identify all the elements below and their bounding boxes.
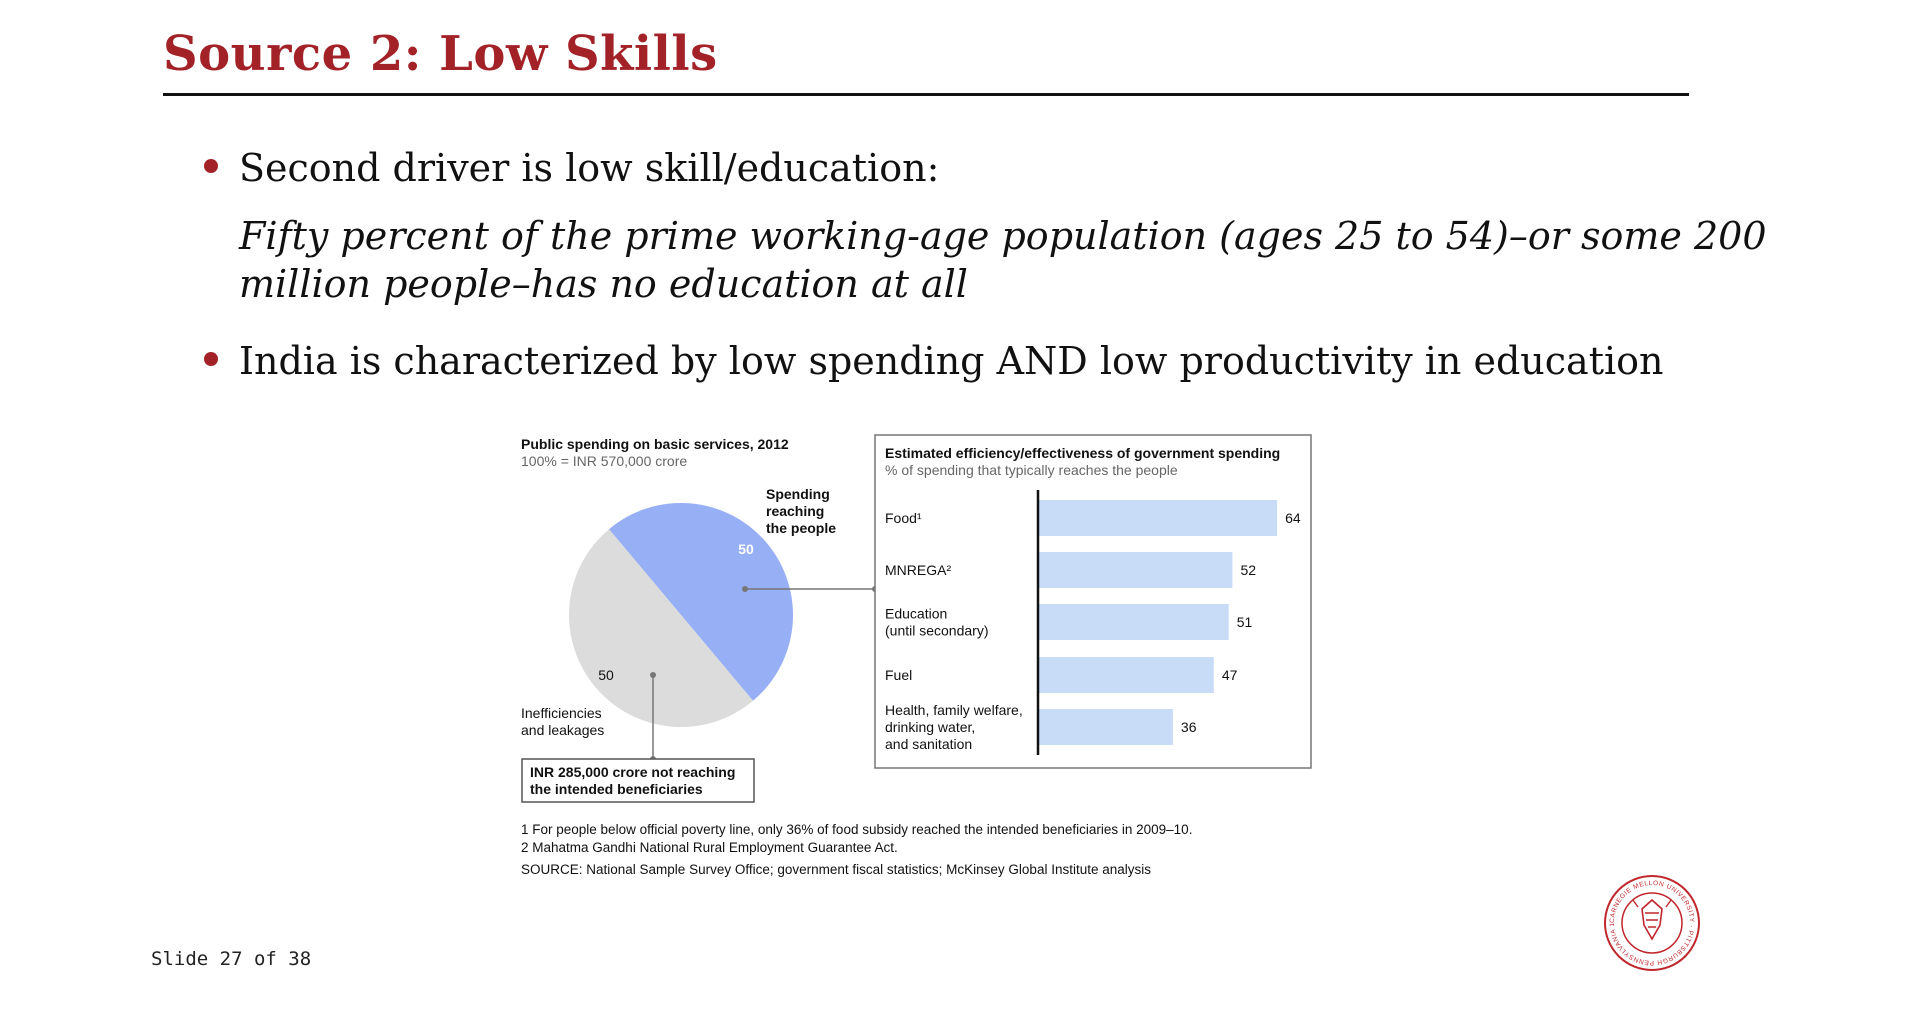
bar-2 (1039, 604, 1229, 640)
quote-line-1: Fifty percent of the prime working-age p… (239, 214, 1767, 258)
cmu-seal-logo: CARNEGIE MELLON UNIVERSITY · PITTSBURGH … (1602, 873, 1700, 971)
bullet-dot-2 (204, 352, 218, 366)
bar-value-label-4: 36 (1181, 719, 1197, 735)
bar-category-label-2: Education (until secondary) (885, 606, 989, 639)
pie-value-label-1: 50 (598, 667, 614, 683)
connector-dot-start (742, 586, 748, 592)
bar-category-label-3: Fuel (885, 667, 912, 683)
bar-3 (1039, 657, 1214, 693)
bullet-text-2: India is characterized by low spending A… (239, 339, 1664, 383)
bar-category-label-1: MNREGA² (885, 562, 951, 578)
pie-value-label-0: 50 (738, 541, 754, 557)
quote-text: Fifty percent of the prime working-age p… (239, 212, 1767, 308)
slide-title: Source 2: Low Skills (163, 26, 718, 82)
source-note: SOURCE: National Sample Survey Office; g… (521, 862, 1151, 877)
pie-chart: 50 50 (569, 503, 793, 728)
bar-category-label-0: Food¹ (885, 510, 922, 526)
bar-chart: 64 Food¹ 52 MNREGA² 51 Education (until second… (885, 500, 1301, 752)
pie-slice-1 (569, 529, 753, 728)
bar-category-label-4: Health, family welfare, drinking water, an… (885, 702, 1023, 752)
pie-slice-label-leakage: Inefficiencies and leakages (521, 705, 606, 738)
bar-chart-title: Estimated efficiency/effectiveness of go… (885, 445, 1280, 461)
bar-value-label-2: 51 (1237, 614, 1253, 630)
bar-0 (1039, 500, 1278, 536)
pie-chart-title: Public spending on basic services, 2012 (521, 436, 789, 452)
slide-number: Slide 27 of 38 (151, 948, 312, 970)
annotation-text: INR 285,000 crore not reaching the inten… (530, 764, 739, 797)
bullet-dot-1 (204, 159, 218, 173)
bar-1 (1039, 552, 1233, 588)
footnote-2: 2 Mahatma Gandhi National Rural Employme… (521, 840, 898, 855)
bar-chart-subtitle: % of spending that typically reaches the… (885, 462, 1178, 478)
pie-chart-subtitle: 100% = INR 570,000 crore (521, 453, 687, 469)
pie-slice-label-reaching: Spending reaching the people (766, 486, 836, 536)
bar-value-label-0: 64 (1285, 510, 1301, 526)
bar-value-label-1: 52 (1240, 562, 1256, 578)
bar-value-label-3: 47 (1222, 667, 1238, 683)
title-divider (163, 93, 1689, 96)
bullet-text-1: Second driver is low skill/education: (239, 146, 940, 190)
annotation-box (521, 758, 755, 803)
quote-line-2: million people–has no education at all (239, 262, 968, 306)
connector-dot-leak (650, 672, 656, 678)
pie-slice-0 (609, 503, 793, 701)
footnote-1: 1 For people below official poverty line… (521, 822, 1192, 837)
bar-4 (1039, 709, 1173, 745)
